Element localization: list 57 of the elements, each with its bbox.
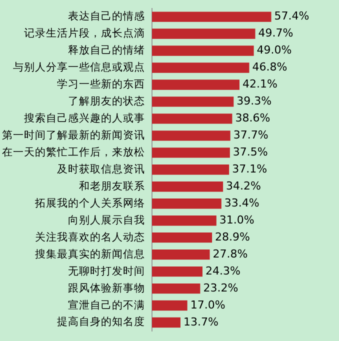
data-label: 38.6% [235,112,270,125]
bar [152,198,222,209]
data-label: 49.7% [258,26,294,40]
y-tick-label: 提高自身的知名度 [57,315,145,328]
y-tick-label: 搜索自己感兴趣的人或事 [24,111,145,124]
data-label: 23.2% [203,281,238,294]
y-tick-label: 与别人分享一些信息或观点 [13,60,145,74]
data-label: 33.4% [224,196,260,210]
y-tick-label: 向别人展示自我 [68,213,145,226]
bar [152,164,230,175]
bar [152,182,224,192]
data-label: 37.5% [232,146,268,159]
y-tick-label: 宣泄自己的不满 [68,298,145,312]
data-label: 37.1% [232,162,268,176]
data-label: 39.3% [236,94,272,108]
bar [152,80,240,90]
bar [152,300,188,311]
y-tick-label: 在一天的繁忙工作后，来放松 [2,145,145,158]
data-label: 13.7% [183,315,218,328]
data-label: 46.8% [252,60,288,74]
bar [152,249,210,260]
y-tick-label: 和老朋友联系 [79,179,145,192]
bar [152,114,232,124]
data-label: 17.0% [190,298,226,312]
y-tick-label: 释放自己的情绪 [68,43,145,56]
data-label: 34.2% [226,179,262,192]
bar [152,283,200,294]
y-tick-label: 学习一些新的东西 [57,77,145,90]
bar [152,62,250,73]
bar [152,96,234,107]
bar [152,12,272,22]
y-tick-label: 第一时间了解最新的新闻资讯 [2,128,145,142]
bar [152,148,230,158]
bar [152,46,254,56]
data-label: 37.7% [233,128,268,142]
data-label: 24.3% [205,264,240,278]
y-tick-label: 了解朋友的状态 [68,94,145,108]
y-tick-label: 记录生活片段，成长点滴 [24,26,145,40]
data-label: 28.9% [215,230,250,244]
bar [152,266,202,277]
bar [152,28,256,39]
data-label: 57.4% [274,10,310,23]
y-tick-label: 关注我喜欢的名人动态 [35,230,145,244]
y-tick-label: 表达自己的情感 [68,10,145,23]
data-label: 31.0% [219,213,254,226]
y-tick-label: 搜集最真实的新闻信息 [35,247,145,260]
bar [152,232,212,243]
data-label: 49.0% [256,44,292,57]
data-label: 27.8% [212,247,248,260]
y-tick-label: 拓展我的个人关系网络 [34,196,145,210]
y-tick-label: 无聊时打发时间 [68,264,145,278]
bar [152,216,216,226]
bar [152,317,180,328]
bar [152,130,230,141]
data-label: 42.1% [242,78,278,91]
y-tick-label: 及时获取信息资讯 [57,162,145,176]
y-tick-label: 跟风体验新事物 [68,281,145,294]
